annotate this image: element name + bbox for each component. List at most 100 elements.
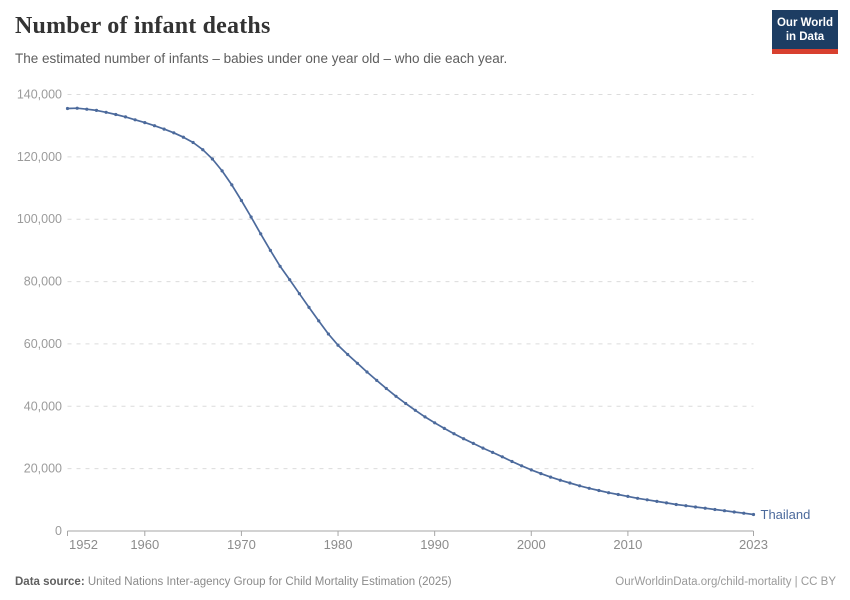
data-point (133, 118, 137, 122)
chart-subtitle: The estimated number of infants – babies… (15, 51, 508, 66)
data-point (664, 501, 669, 505)
data-point (442, 426, 446, 430)
data-point (452, 432, 456, 436)
data-point (549, 475, 553, 479)
x-tick-label: 2023 (739, 537, 768, 552)
data-point (404, 401, 408, 406)
data-point (297, 292, 301, 296)
data-point (384, 386, 388, 391)
data-point (636, 496, 640, 500)
page-title: Number of infant deaths (15, 13, 271, 39)
data-point (413, 408, 417, 412)
data-point (520, 464, 524, 468)
data-point (191, 140, 195, 145)
data-point (568, 481, 572, 485)
data-point (558, 478, 562, 482)
data-point (268, 248, 272, 252)
data-point (94, 108, 99, 112)
data-point (172, 131, 176, 135)
data-point (713, 507, 717, 512)
x-tick-label: 1970 (227, 537, 256, 552)
attribution-link[interactable]: OurWorldinData.org/child-mortality | CC … (615, 576, 836, 588)
data-point (742, 511, 746, 515)
data-point (104, 110, 108, 114)
x-tick-label: 1952 (69, 537, 98, 552)
owid-logo[interactable]: Our World in Data (772, 10, 838, 54)
y-tick-label: 20,000 (24, 462, 62, 476)
data-point (259, 232, 263, 236)
data-points (65, 106, 756, 517)
data-point (394, 394, 398, 398)
data-point (587, 486, 591, 490)
x-tick-label: 2000 (517, 537, 546, 552)
data-point (75, 106, 79, 110)
y-tick-label: 60,000 (24, 337, 62, 351)
data-point (539, 472, 543, 476)
data-point (288, 278, 292, 282)
data-point (703, 506, 707, 510)
data-point (143, 121, 147, 125)
data-source-label: Data source: (15, 576, 85, 588)
data-point (336, 343, 340, 347)
data-point (684, 504, 688, 508)
data-point (114, 112, 118, 117)
entity-label[interactable]: Thailand (761, 507, 811, 522)
y-tick-label: 100,000 (17, 212, 62, 226)
owid-logo-line2: in Data (785, 31, 825, 43)
y-tick-label: 40,000 (24, 399, 62, 413)
y-tick-label: 140,000 (17, 88, 62, 102)
data-point (645, 498, 649, 502)
data-point (578, 484, 582, 488)
data-point (201, 148, 205, 152)
x-axis: 1952 1960 1970 1980 1990 2000 2010 2023 (67, 531, 768, 552)
plot-area[interactable] (66, 107, 755, 516)
data-point (181, 135, 185, 139)
data-point (220, 169, 224, 173)
data-point (751, 512, 756, 517)
data-point (529, 468, 533, 472)
x-tick-label: 2010 (613, 537, 642, 552)
data-point (626, 494, 630, 498)
data-point (249, 215, 253, 219)
data-point (152, 124, 157, 128)
data-point (732, 510, 736, 514)
data-point (655, 499, 659, 503)
data-point (616, 492, 620, 497)
data-point (239, 198, 243, 203)
data-point (365, 370, 369, 374)
data-point (230, 183, 234, 187)
y-gridlines (67, 94, 754, 532)
data-point (693, 505, 698, 509)
y-axis-labels: 0 20,000 40,000 60,000 80,000 100,000 120,000 1… (17, 88, 62, 539)
x-tick-label: 1980 (324, 537, 353, 552)
data-point (433, 421, 437, 425)
data-point (607, 491, 611, 495)
data-point (674, 502, 678, 507)
data-line[interactable] (66, 107, 755, 516)
y-tick-label: 0 (55, 524, 62, 538)
data-point (307, 305, 311, 309)
x-tick-label: 1960 (130, 537, 159, 552)
data-point (423, 415, 427, 419)
chart-footer: Data source: United Nations Inter-agency… (15, 576, 836, 588)
data-point (210, 157, 214, 161)
data-point (326, 332, 330, 336)
data-source: Data source: United Nations Inter-agency… (15, 576, 452, 588)
data-point (355, 361, 359, 365)
data-point (462, 437, 466, 441)
x-tick-label: 1990 (420, 537, 449, 552)
data-point (65, 106, 70, 111)
data-point (375, 378, 379, 382)
y-tick-label: 120,000 (17, 150, 62, 164)
data-point (123, 115, 128, 119)
data-point (317, 319, 321, 323)
owid-logo-line1: Our World (776, 17, 833, 29)
data-point (471, 441, 475, 445)
data-point (346, 352, 350, 357)
data-point (85, 107, 89, 111)
data-point (500, 455, 504, 459)
data-point (491, 450, 495, 454)
data-point (162, 127, 166, 131)
data-point (278, 264, 282, 268)
